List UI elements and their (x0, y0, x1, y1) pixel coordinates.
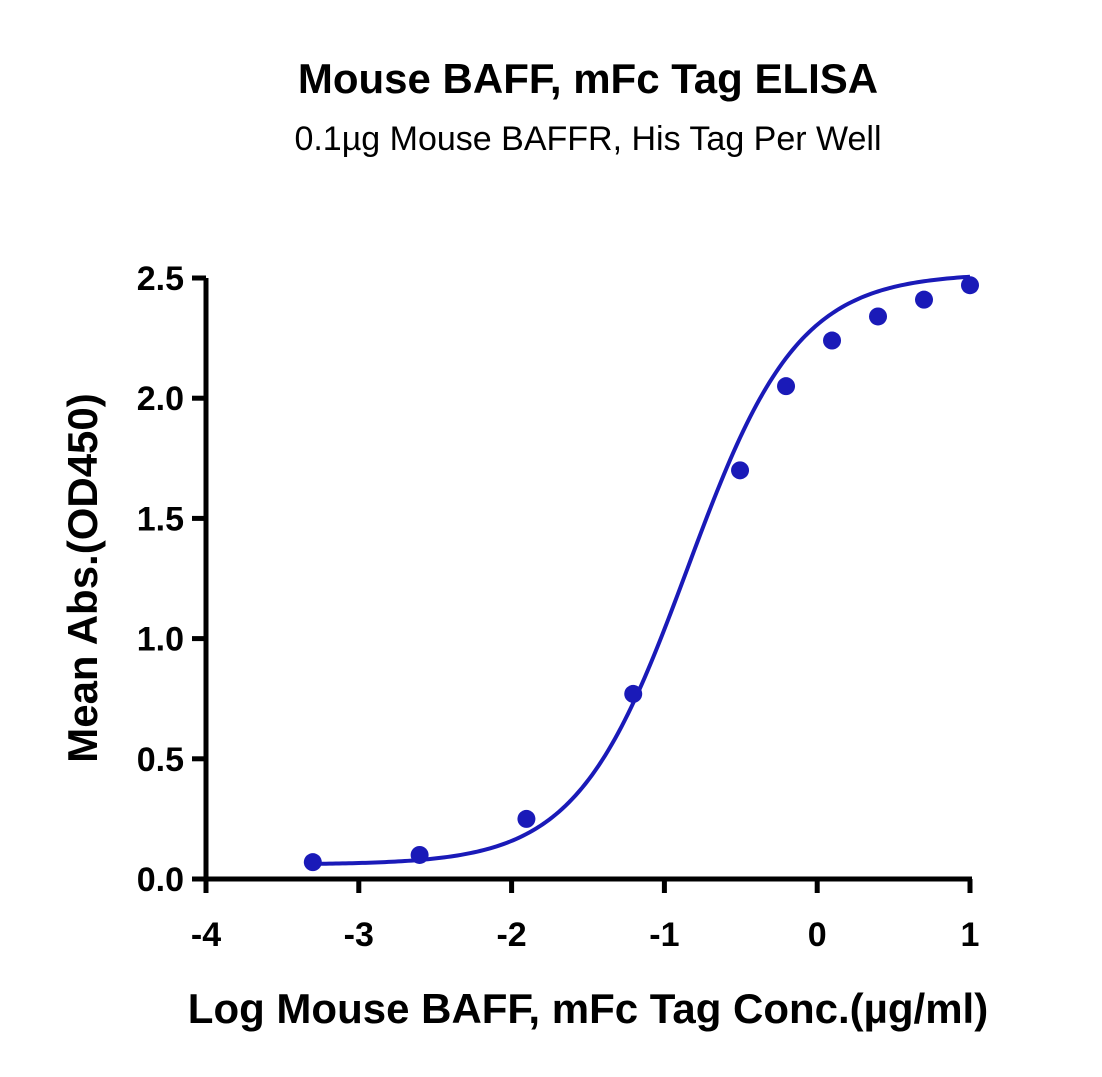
y-tick-label: 2.5 (137, 260, 184, 298)
data-point (823, 331, 842, 350)
data-point (517, 809, 536, 828)
y-tick-label: 0.0 (137, 861, 184, 899)
y-tick-label: 2.0 (137, 380, 184, 418)
data-point (410, 845, 429, 864)
data-point (303, 853, 322, 872)
data-point (915, 290, 934, 309)
chart-subtitle: 0.1µg Mouse BAFFR, His Tag Per Well (294, 120, 881, 158)
x-tick-label: -1 (649, 916, 679, 954)
data-point (777, 377, 796, 396)
y-tick-label: 1.0 (137, 621, 184, 659)
x-tick-label: -2 (496, 916, 526, 954)
chart-title: Mouse BAFF, mFc Tag ELISA (298, 55, 878, 102)
data-point (869, 307, 888, 326)
x-tick-label: -4 (191, 916, 221, 954)
data-point (624, 684, 643, 703)
x-tick-label: -3 (344, 916, 374, 954)
fit-curve-group (312, 274, 971, 866)
x-tick-label: 0 (808, 916, 827, 954)
fit-curve (312, 274, 971, 866)
data-point (731, 461, 750, 480)
x-axis-label: Log Mouse BAFF, mFc Tag Conc.(µg/ml) (188, 985, 988, 1032)
data-points-group (303, 276, 979, 872)
axes: 0.0 0.5 1.0 1.5 2.0 2.5 -4 -3 -2 -1 0 1 (137, 260, 980, 954)
y-tick-label: 0.5 (137, 741, 184, 779)
y-axis-label: Mean Abs.(OD450) (59, 393, 106, 763)
x-tick-label: 1 (961, 916, 980, 954)
y-tick-label: 1.5 (137, 500, 184, 538)
data-point (961, 276, 979, 295)
